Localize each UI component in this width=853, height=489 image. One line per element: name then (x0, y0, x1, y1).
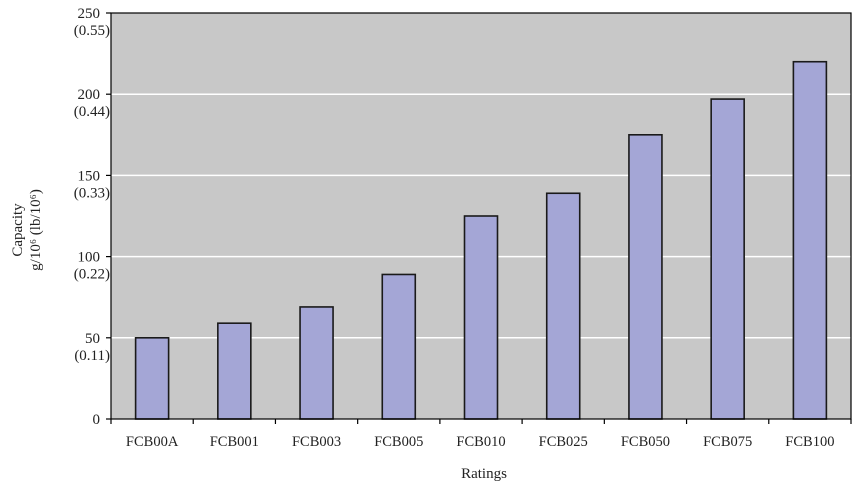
y-tick-label: 200 (78, 87, 101, 103)
y-axis-label-line2: g/10⁶ (lb/10⁶) (28, 189, 44, 271)
y-tick-secondary-label: (0.33) (74, 185, 110, 201)
bar (710, 98, 745, 420)
bar (217, 322, 252, 420)
y-tick-label: 50 (85, 331, 100, 347)
y-tick-secondary-label: (0.22) (74, 267, 110, 283)
y-axis-label-line1: Capacity (10, 203, 26, 257)
y-tick-labels: 0 50(0.11) 100(0.22) 150(0.33) 200(0.44) 250(… (74, 6, 110, 428)
bar (299, 306, 334, 420)
y-tick-secondary-label: (0.11) (74, 348, 110, 364)
plot-border (110, 12, 852, 420)
x-tick-label: FCB050 (621, 434, 670, 450)
y-tick-label: 0 (93, 412, 101, 428)
x-tick-label: FCB001 (210, 434, 259, 450)
bar (134, 336, 170, 420)
bar (545, 192, 581, 420)
y-tick-secondary-label: (0.44) (74, 104, 110, 120)
bar (463, 215, 499, 420)
x-tick-label: FCB003 (292, 434, 341, 450)
bars (134, 60, 828, 420)
x-tick-label: FCB005 (374, 434, 423, 450)
x-tick-label: FCB00A (126, 434, 179, 450)
x-tick-label: FCB100 (785, 434, 834, 450)
y-tick-secondary-label: (0.55) (74, 23, 110, 39)
axes (106, 12, 852, 424)
x-tick-label: FCB010 (456, 434, 505, 450)
bar (792, 60, 828, 420)
y-tick-label: 100 (78, 250, 101, 266)
bar (628, 134, 663, 420)
x-tick-labels: FCB00A FCB001 FCB003 FCB005 FCB010 FCB025 FCB0… (126, 434, 835, 450)
bar (381, 273, 417, 420)
x-tick-label: FCB075 (703, 434, 752, 450)
y-tick-label: 250 (78, 6, 101, 22)
x-axis-label: Ratings (461, 466, 507, 482)
y-tick-label: 150 (78, 168, 101, 184)
x-tick-label: FCB025 (539, 434, 588, 450)
